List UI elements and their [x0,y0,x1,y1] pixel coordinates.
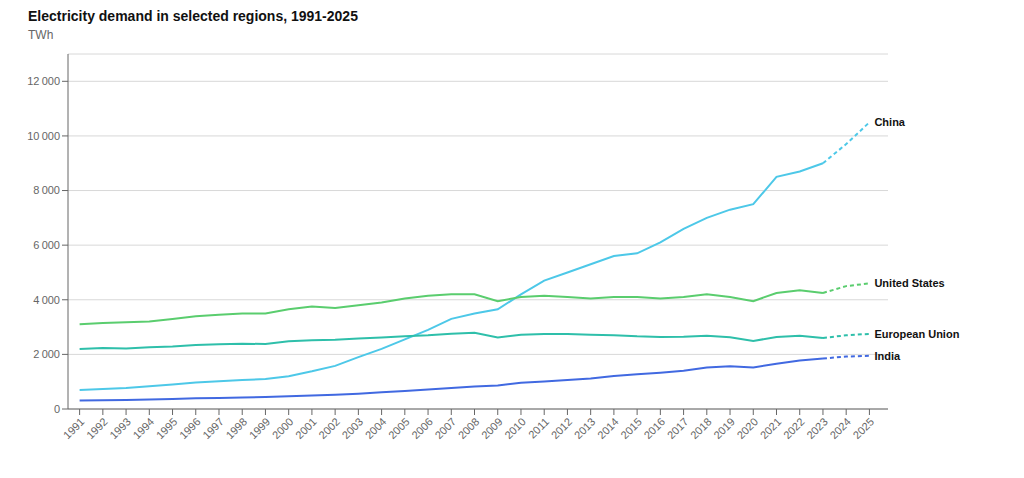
svg-text:2007: 2007 [432,415,458,441]
svg-text:2014: 2014 [595,415,621,441]
svg-text:1994: 1994 [130,415,156,441]
svg-text:0: 0 [54,403,60,415]
svg-text:2021: 2021 [758,415,784,441]
svg-text:European Union: European Union [874,328,959,340]
svg-text:2015: 2015 [618,415,644,441]
svg-text:1992: 1992 [84,415,110,441]
svg-text:2010: 2010 [502,415,528,441]
svg-text:8 000: 8 000 [33,184,60,196]
svg-text:2018: 2018 [688,415,714,441]
svg-text:2001: 2001 [293,415,319,441]
svg-text:2 000: 2 000 [33,348,60,360]
svg-text:1995: 1995 [154,415,180,441]
svg-text:1993: 1993 [107,415,133,441]
svg-text:1998: 1998 [223,415,249,441]
svg-text:12 000: 12 000 [27,75,60,87]
svg-text:2006: 2006 [409,415,435,441]
svg-text:2024: 2024 [827,415,853,441]
svg-text:2002: 2002 [316,415,342,441]
svg-text:2025: 2025 [851,415,877,441]
svg-text:United States: United States [874,277,944,289]
svg-text:1996: 1996 [177,415,203,441]
svg-text:1999: 1999 [247,415,273,441]
svg-text:2013: 2013 [572,415,598,441]
html-text:Electricity demand in selected: Electricity demand in selected regions, … [28,8,358,24]
svg-text:India: India [874,350,901,362]
svg-text:2004: 2004 [363,415,389,441]
svg-text:2003: 2003 [340,415,366,441]
svg-text:2019: 2019 [711,415,737,441]
svg-text:2008: 2008 [456,415,482,441]
svg-text:4 000: 4 000 [33,294,60,306]
svg-text:10 000: 10 000 [27,130,60,142]
svg-text:China: China [874,116,905,128]
svg-text:2005: 2005 [386,415,412,441]
svg-text:2016: 2016 [641,415,667,441]
svg-text:2017: 2017 [665,415,691,441]
svg-text:6 000: 6 000 [33,239,60,251]
svg-text:1997: 1997 [200,415,226,441]
svg-text:2023: 2023 [804,415,830,441]
svg-text:2000: 2000 [270,415,296,441]
html-text:TWh: TWh [28,28,54,42]
svg-text:2011: 2011 [526,415,551,440]
svg-text:2022: 2022 [781,415,807,441]
svg-text:2009: 2009 [479,415,505,441]
svg-text:1991: 1991 [61,415,87,441]
svg-text:2020: 2020 [734,415,760,441]
svg-text:2012: 2012 [549,415,575,441]
